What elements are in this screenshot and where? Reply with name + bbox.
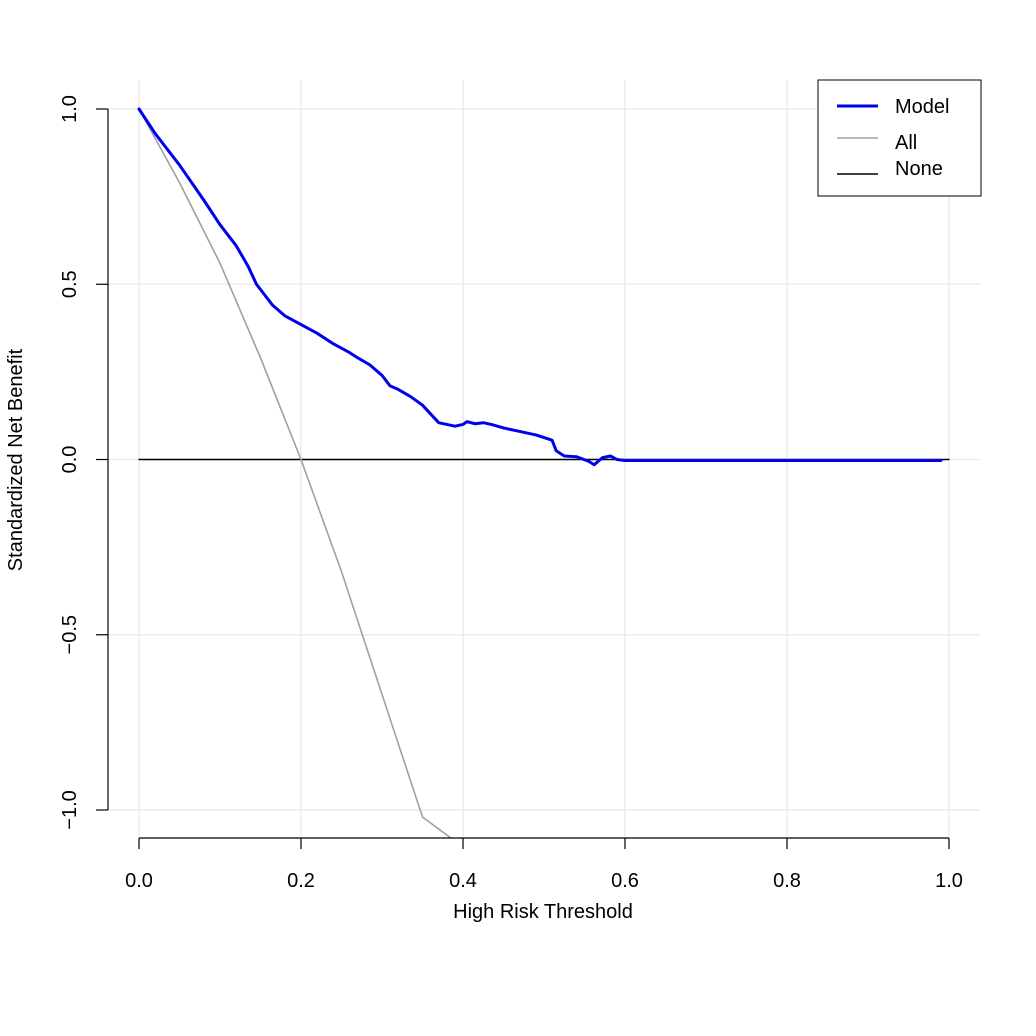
series-line-model: [137, 107, 943, 467]
legend-label-all: All: [895, 132, 917, 154]
y-tick-label: −1.0: [59, 790, 81, 829]
x-tick-label: 0.0: [125, 870, 153, 892]
legend-label-none: None: [895, 158, 943, 180]
y-axis-title: Standardized Net Benefit: [5, 348, 27, 571]
y-tick-label: 0.5: [59, 270, 81, 298]
y-axis: −1.0 −0.5 0.0 0.5 1.0: [59, 95, 109, 830]
legend-label-model: Model: [895, 96, 949, 118]
x-tick-label: 0.2: [287, 870, 315, 892]
y-tick-label: 0.0: [59, 446, 81, 474]
y-tick-label: 1.0: [59, 95, 81, 123]
x-tick-label: 0.6: [611, 870, 639, 892]
x-axis: 0.0 0.2 0.4 0.6 0.8 1.0: [125, 837, 963, 892]
legend: Model All None: [817, 79, 982, 197]
x-tick-label: 0.4: [449, 870, 477, 892]
x-axis-title: High Risk Threshold: [453, 901, 633, 923]
x-tick-label: 1.0: [935, 870, 963, 892]
x-tick-label: 0.8: [773, 870, 801, 892]
series-line-all: [138, 108, 452, 838]
series-layer: [137, 107, 950, 838]
y-tick-label: −0.5: [59, 615, 81, 654]
